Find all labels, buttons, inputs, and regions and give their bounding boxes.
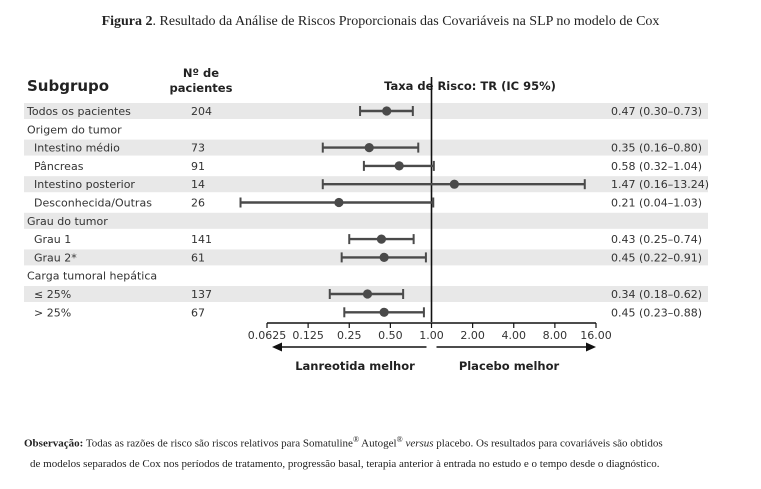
row-label: Grau 1: [34, 233, 71, 246]
hr-text: 0.45 (0.23–0.88): [611, 306, 702, 319]
footnote-text-1b: Autogel: [359, 437, 397, 450]
footnote: Observação: Todas as razões de risco são…: [24, 430, 744, 474]
hr-point: [334, 197, 344, 208]
registered-mark-2: ®: [396, 435, 403, 444]
arrow-right-head: [586, 342, 596, 352]
hr-point: [379, 307, 389, 317]
right-direction-label: Placebo melhor: [459, 359, 560, 373]
footnote-versus: versus: [405, 437, 434, 450]
hr-text: 1.47 (0.16–13.24): [611, 178, 709, 191]
hr-text: 0.43 (0.25–0.74): [611, 233, 702, 246]
group-label: Carga tumoral hepática: [27, 270, 157, 283]
figure-caption: . Resultado da Análise de Riscos Proporc…: [152, 14, 660, 29]
header-subgroup: Subgrupo: [27, 77, 109, 95]
n-value: 141: [191, 233, 212, 246]
registered-mark-1: ®: [352, 435, 360, 444]
hr-point: [382, 106, 392, 116]
footnote-text-1c: placebo. Os resultados para covariáveis …: [433, 437, 663, 450]
n-value: 204: [191, 105, 212, 118]
footnote-label: Observação:: [24, 437, 84, 450]
n-value: 137: [191, 288, 212, 301]
group-label: Grau do tumor: [27, 215, 108, 228]
x-tick-label: 0.0625: [248, 329, 287, 342]
row-label: Pâncreas: [34, 160, 84, 173]
hr-text: 0.34 (0.18–0.62): [611, 288, 702, 301]
hr-text: 0.45 (0.22–0.91): [611, 251, 702, 264]
x-tick-label: 0.50: [378, 329, 403, 342]
header-n-line2: pacientes: [170, 81, 233, 95]
group-label: Origem do tumor: [27, 123, 122, 136]
n-value: 26: [191, 197, 205, 210]
hr-text: 0.58 (0.32–1.04): [611, 160, 702, 173]
footnote-text-2: de modelos separados de Cox nos períodos…: [30, 457, 660, 470]
hr-text: 0.47 (0.30–0.73): [611, 105, 702, 118]
x-tick-label: 0.25: [337, 329, 362, 342]
row-label: > 25%: [34, 306, 71, 319]
x-tick-label: 16.00: [580, 329, 612, 342]
n-value: 73: [191, 142, 205, 155]
x-tick-label: 8.00: [543, 329, 568, 342]
hr-point: [362, 289, 373, 299]
figure-title: Figura 2. Resultado da Análise de Riscos…: [0, 14, 761, 30]
x-tick-label: 1.00: [419, 329, 444, 342]
x-tick-label: 2.00: [460, 329, 485, 342]
hr-text: 0.21 (0.04–1.03): [611, 197, 702, 210]
row-label: Desconhecida/Outras: [34, 197, 152, 210]
row-label: ≤ 25%: [34, 288, 71, 301]
hr-point: [364, 143, 374, 153]
row-band: [24, 212, 708, 229]
hr-text: 0.35 (0.16–0.80): [611, 142, 702, 155]
header-effect: Taxa de Risco: TR (IC 95%): [384, 79, 556, 93]
x-tick-label: 4.00: [502, 329, 527, 342]
n-value: 67: [191, 306, 205, 319]
row-label: Todos os pacientes: [26, 105, 131, 118]
row-label: Intestino médio: [34, 142, 120, 155]
row-label: Grau 2*: [34, 251, 77, 264]
x-tick-label: 0.125: [292, 329, 324, 342]
hr-point: [379, 252, 389, 262]
row-label: Intestino posterior: [34, 178, 135, 191]
n-value: 61: [191, 251, 205, 264]
figure-label: Figura 2: [101, 14, 153, 29]
footnote-text-1a: Todas as razões de risco são riscos rela…: [83, 437, 353, 450]
header-n-line1: Nº de: [183, 66, 219, 80]
arrow-left-head: [272, 342, 282, 352]
hr-point: [376, 234, 387, 244]
hr-point: [449, 179, 459, 189]
n-value: 14: [191, 178, 205, 191]
n-value: 91: [191, 160, 205, 173]
hr-point: [394, 161, 404, 171]
left-direction-label: Lanreotida melhor: [295, 359, 415, 373]
